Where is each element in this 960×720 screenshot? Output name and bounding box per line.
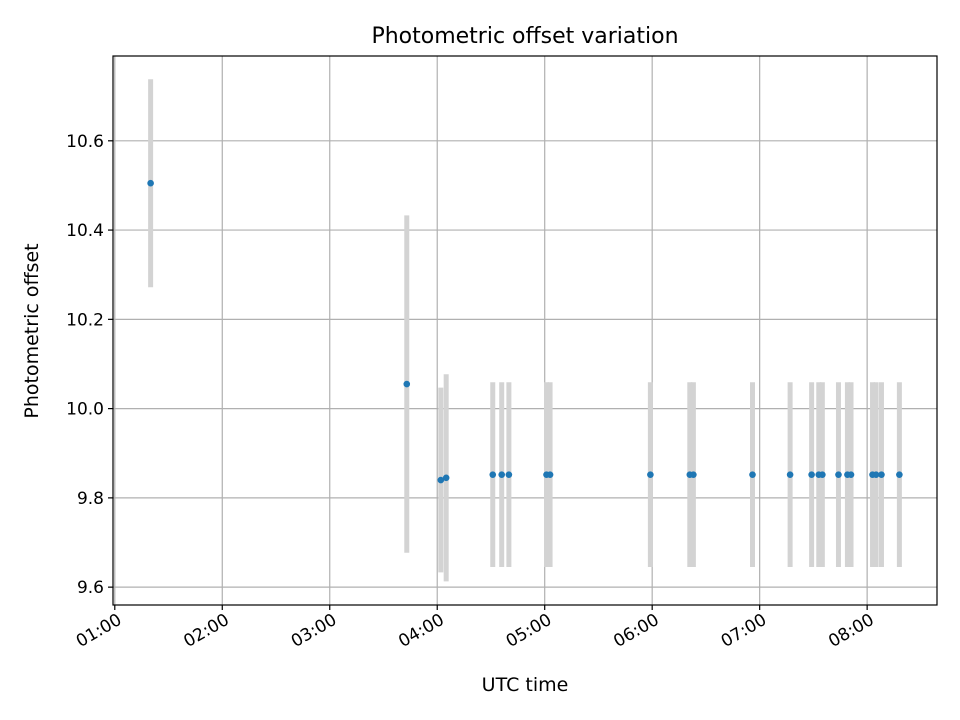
data-point [896,471,903,478]
x-tick-label: 07:00 [718,610,770,652]
data-point [786,471,794,478]
data-point [847,471,855,478]
x-tick-label: 04:00 [395,610,447,652]
grid-lines [113,56,937,605]
x-tick-label: 02:00 [180,610,232,652]
x-tick-label: 06:00 [610,610,662,652]
data-point [437,476,445,484]
data-point [505,471,513,478]
data-point [808,471,815,478]
data-point [489,471,497,478]
data-point [872,471,880,478]
data-point [647,471,654,478]
y-tick-label: 10.4 [66,221,104,241]
data-point [749,471,756,478]
y-axis-ticks: 9.6 9.8 10.0 10.2 10.4 10.6 [66,132,113,598]
y-tick-label: 9.8 [77,489,104,509]
data-point [546,471,554,478]
y-tick-label: 9.6 [77,578,104,598]
data-point [498,471,506,478]
data-point [442,474,450,482]
data-point [690,471,697,478]
data-point [147,179,154,187]
x-tick-label: 08:00 [825,610,877,652]
chart-title: Photometric offset variation [371,24,678,49]
y-tick-label: 10.6 [66,132,104,152]
data-points [147,179,903,484]
y-tick-label: 10.2 [66,310,104,330]
data-point [878,471,885,478]
y-axis-label: Photometric offset [21,243,43,418]
data-point [835,471,842,478]
x-axis-ticks: 01:00 02:00 03:00 04:00 05:00 06:00 07:00 08:00 [73,605,878,652]
x-axis-label: UTC time [482,674,569,696]
plot-frame [112,55,938,606]
x-tick-label: 01:00 [73,610,125,652]
x-tick-label: 03:00 [288,610,340,652]
data-point [819,471,826,478]
y-tick-label: 10.0 [66,400,104,420]
data-point [403,380,411,388]
error-bars [148,79,902,582]
x-tick-label: 05:00 [503,610,555,652]
